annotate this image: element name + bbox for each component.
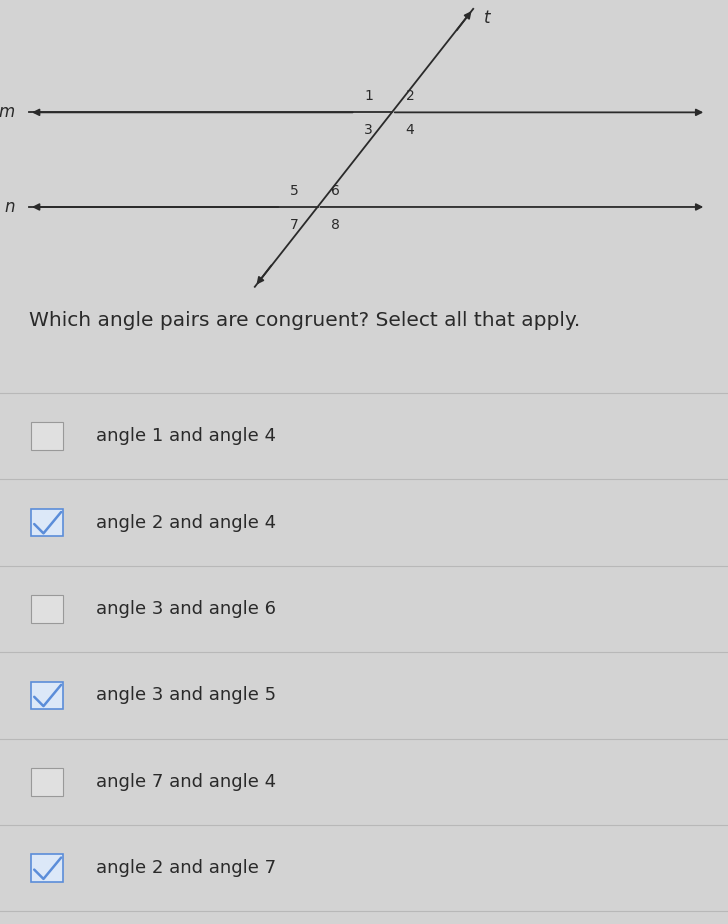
Text: angle 1 and angle 4: angle 1 and angle 4	[96, 427, 276, 445]
Bar	[31, 595, 63, 623]
Text: 8: 8	[331, 218, 340, 232]
Bar	[31, 422, 63, 450]
Text: 3: 3	[364, 123, 373, 137]
Text: angle 3 and angle 5: angle 3 and angle 5	[96, 687, 276, 704]
Text: Which angle pairs are congruent? Select all that apply.: Which angle pairs are congruent? Select …	[29, 311, 580, 331]
Text: t: t	[484, 9, 491, 27]
Bar	[31, 768, 63, 796]
Text: angle 3 and angle 6: angle 3 and angle 6	[96, 600, 276, 618]
Text: 7: 7	[290, 218, 298, 232]
Bar	[31, 509, 63, 537]
Text: angle 7 and angle 4: angle 7 and angle 4	[96, 772, 276, 791]
Text: 5: 5	[290, 184, 298, 198]
Text: n: n	[4, 198, 15, 216]
Text: 1: 1	[364, 89, 373, 103]
Bar	[31, 855, 63, 882]
Text: angle 2 and angle 7: angle 2 and angle 7	[96, 859, 276, 877]
Text: angle 2 and angle 4: angle 2 and angle 4	[96, 514, 276, 531]
Text: 4: 4	[405, 123, 414, 137]
Text: m: m	[0, 103, 15, 121]
Text: 2: 2	[405, 89, 414, 103]
Bar	[31, 682, 63, 710]
Text: 6: 6	[331, 184, 340, 198]
